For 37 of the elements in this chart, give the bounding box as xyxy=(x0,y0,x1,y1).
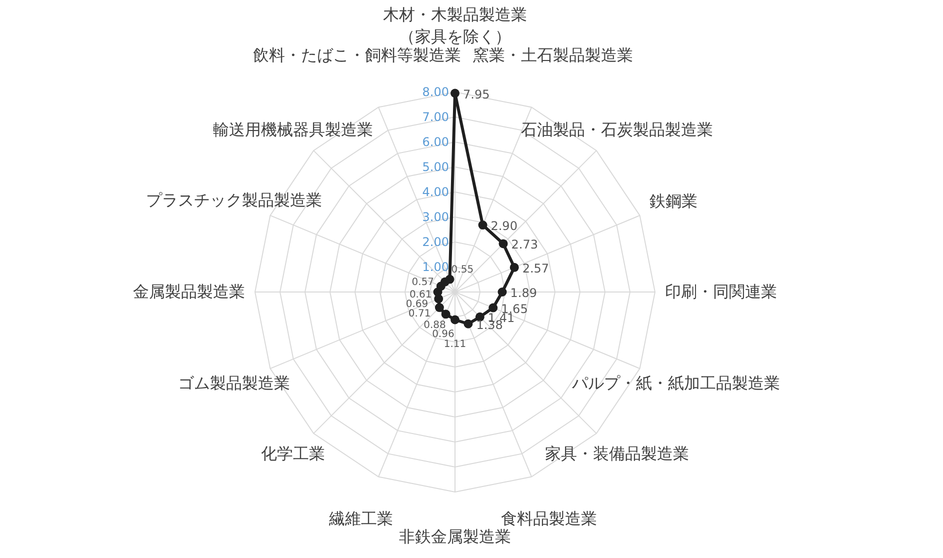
spoke-label: 繊維工業 xyxy=(328,509,393,528)
data-label: 2.57 xyxy=(522,261,550,276)
y-tick-label: 5.00 xyxy=(422,160,449,174)
data-label: 0.55 xyxy=(451,264,474,276)
spoke-label: 木材・木製品製造業（家具を除く） xyxy=(383,5,527,46)
data-label: 0.61 xyxy=(409,290,432,301)
spoke-label: 化学工業 xyxy=(261,444,326,463)
y-tick-label: 3.00 xyxy=(422,210,449,224)
spoke-label: 窯業・土石製品製造業 xyxy=(472,46,633,65)
data-label: 0.88 xyxy=(424,320,446,331)
spoke-label: 非鉄金属製造業 xyxy=(399,527,511,546)
spoke-label: 印刷・同関連業 xyxy=(665,282,777,301)
data-label: 0.96 xyxy=(432,329,454,340)
data-label: 1.11 xyxy=(444,338,466,350)
spoke-label: ゴム製品製造業 xyxy=(178,373,290,392)
data-label: 2.90 xyxy=(490,219,518,234)
spoke-label: 食料品製造業 xyxy=(501,509,598,528)
spoke-label: 金属製品製造業 xyxy=(133,282,245,301)
spoke-label: 石油製品・石炭製品製造業 xyxy=(520,120,713,140)
data-label: 7.95 xyxy=(463,87,490,102)
y-tick-label: 1.00 xyxy=(422,260,449,274)
data-label: 0.57 xyxy=(412,276,434,288)
spoke-label: プラスチック製品製造業 xyxy=(146,190,322,210)
y-tick-label: 6.00 xyxy=(422,135,449,149)
y-tick-label: 2.00 xyxy=(422,235,449,249)
data-label: 1.89 xyxy=(510,286,537,300)
y-tick-label: 8.00 xyxy=(422,85,449,99)
spoke-label: 飲料・たばこ・飼料等製造業 xyxy=(253,46,462,65)
y-tick-label: 4.00 xyxy=(422,185,449,199)
data-label: 0.71 xyxy=(408,308,431,320)
data-label: 2.73 xyxy=(511,238,538,252)
y-tick-label: 7.00 xyxy=(422,110,449,124)
data-label: 0.69 xyxy=(406,299,428,310)
spoke-label: 鉄鋼業 xyxy=(649,192,698,211)
spoke-label: 輸送用機械器具製造業 xyxy=(213,120,374,140)
spoke-label: 家具・装備品製造業 xyxy=(544,444,689,463)
spoke-label: パルプ・紙・紙加工品製造業 xyxy=(570,373,780,392)
